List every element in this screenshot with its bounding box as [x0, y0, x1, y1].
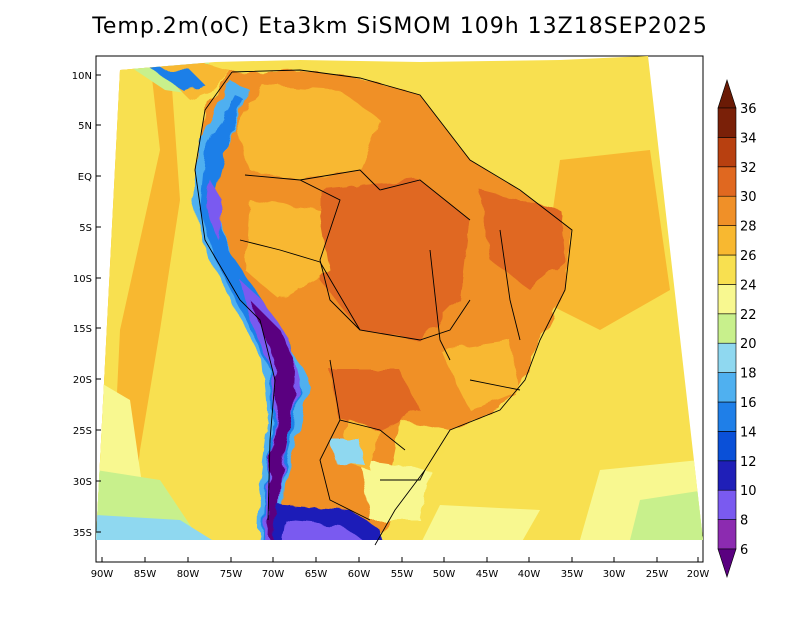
colorbar-label: 16: [740, 396, 757, 411]
lat-tick-label: 25S: [73, 426, 92, 437]
colorbar-label: 36: [740, 102, 757, 117]
colorbar-label: 14: [740, 425, 757, 440]
lat-tick-label: EQ: [78, 172, 92, 183]
lon-tick-label: 25W: [646, 569, 669, 580]
colorbar-label: 10: [740, 484, 757, 499]
lon-tick-label: 80W: [177, 569, 200, 580]
lon-axis: 90W 85W 80W 75W 70W 65W 60W 55W 50W 45W …: [91, 557, 710, 580]
colorbar-segment: [717, 460, 737, 491]
colorbar-top-arrow: [717, 79, 737, 109]
lat-tick-label: 10S: [73, 274, 92, 285]
colorbar-label: 22: [740, 308, 757, 323]
colorbar-label: 32: [740, 161, 757, 176]
lon-tick-label: 60W: [348, 569, 371, 580]
lon-tick-label: 35W: [561, 569, 584, 580]
colorbar-bottom-arrow: [717, 548, 737, 578]
colorbar-label: 28: [740, 220, 757, 235]
colorbar-segment: [717, 313, 737, 344]
colorbar-label: 8: [740, 514, 748, 529]
colorbar-segment: [717, 225, 737, 256]
lat-tick-label: 15S: [73, 324, 92, 335]
colorbar-label: 24: [740, 278, 757, 293]
colorbar-label: 12: [740, 455, 757, 470]
lat-tick-label: 35S: [73, 528, 92, 539]
lon-tick-label: 55W: [391, 569, 414, 580]
colorbar-segment: [717, 137, 737, 168]
lat-tick-label: 5S: [79, 223, 92, 234]
lon-tick-label: 90W: [91, 569, 114, 580]
lat-tick-label: 30S: [73, 477, 92, 488]
colorbar-segment: [717, 284, 737, 315]
colorbar-segment: [717, 107, 737, 138]
lat-axis: 10N 5N EQ 5S 10S 15S 20S 25S 30S 35S: [72, 71, 101, 539]
colorbar-segment: [717, 254, 737, 285]
lon-tick-label: 40W: [518, 569, 541, 580]
lon-tick-label: 20W: [687, 569, 710, 580]
colorbar-segment: [717, 489, 737, 520]
colorbar-segment: [717, 166, 737, 197]
map-title: Temp.2m(oC) Eta3km SiSMOM 109h 13Z18SEP2…: [92, 14, 708, 39]
temperature-field: [96, 56, 703, 540]
colorbar-label: 26: [740, 249, 757, 264]
lat-tick-label: 10N: [72, 71, 92, 82]
lon-tick-label: 50W: [433, 569, 456, 580]
lat-tick-label: 20S: [73, 375, 92, 386]
lon-tick-label: 85W: [134, 569, 157, 580]
lon-tick-label: 75W: [220, 569, 243, 580]
colorbar-label: 18: [740, 367, 757, 382]
colorbar-segment: [717, 195, 737, 226]
lon-tick-label: 30W: [603, 569, 626, 580]
colorbar-label: 6: [740, 543, 748, 558]
colorbar-segment: [717, 372, 737, 403]
colorbar: 6 8 10 12 14 16 18 20 22 24 26 28 30 32 34 36: [717, 79, 757, 578]
colorbar-segment: [717, 519, 737, 550]
lat-tick-label: 5N: [78, 121, 92, 132]
country-borders: [194, 69, 573, 546]
lon-tick-label: 45W: [476, 569, 499, 580]
colorbar-label: 20: [740, 337, 757, 352]
colorbar-segment: [717, 342, 737, 373]
colorbar-label: 34: [740, 131, 757, 146]
lon-tick-label: 65W: [305, 569, 328, 580]
colorbar-segment: [717, 431, 737, 462]
lon-tick-label: 70W: [262, 569, 285, 580]
colorbar-label: 30: [740, 190, 757, 205]
colorbar-segment: [717, 401, 737, 432]
